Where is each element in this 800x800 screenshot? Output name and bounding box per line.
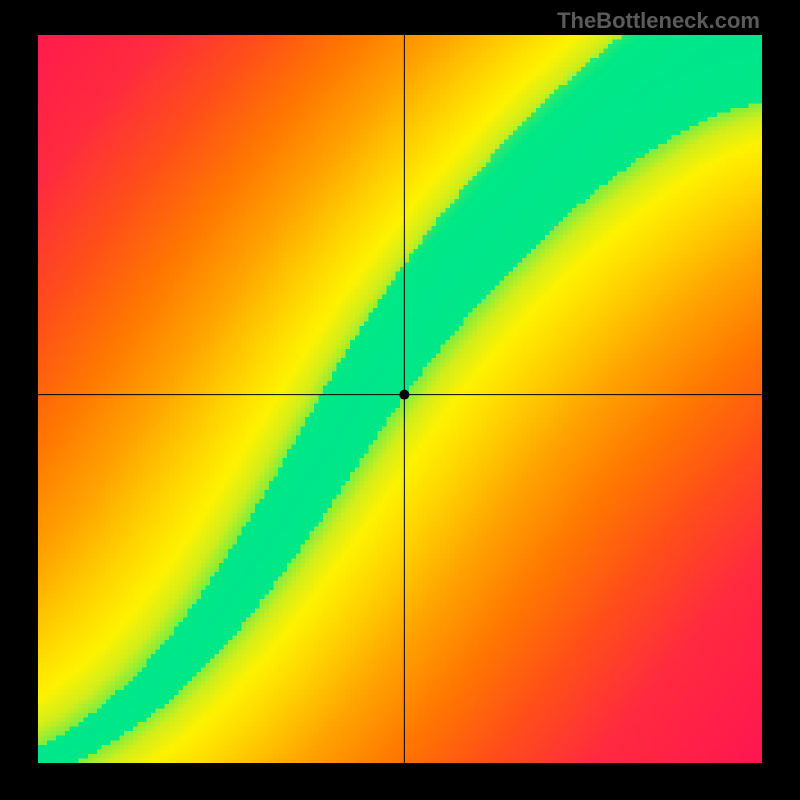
chart-container: TheBottleneck.com xyxy=(0,0,800,800)
bottleneck-heatmap xyxy=(38,35,762,763)
watermark-text: TheBottleneck.com xyxy=(557,8,760,34)
